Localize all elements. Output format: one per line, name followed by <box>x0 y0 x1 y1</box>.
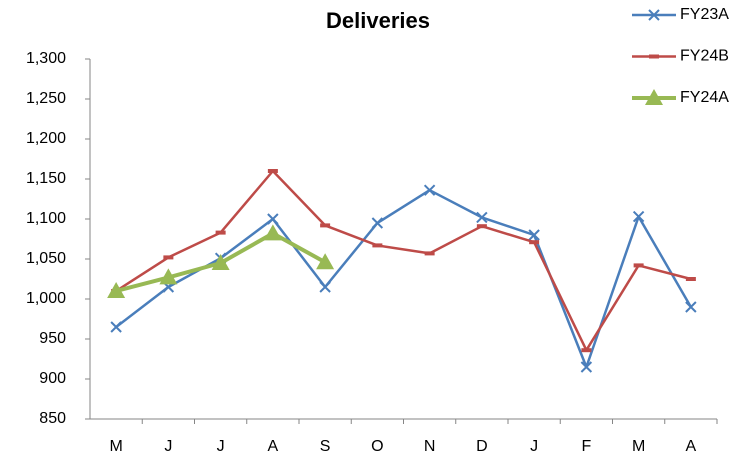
y-tick-label: 1,300 <box>26 50 66 67</box>
marker <box>580 361 593 373</box>
marker <box>319 281 331 293</box>
marker <box>215 230 226 235</box>
x-tick-label: F <box>581 438 591 455</box>
x-tick-label: N <box>424 438 436 455</box>
marker <box>633 263 644 268</box>
chart-title: Deliveries <box>326 8 430 33</box>
marker <box>423 184 436 196</box>
marker <box>476 224 487 229</box>
y-tick-label: 1,200 <box>26 130 66 147</box>
marker <box>372 243 383 248</box>
x-tick-label: J <box>530 438 538 455</box>
y-tick-label: 1,000 <box>26 290 66 307</box>
marker <box>110 321 122 333</box>
marker <box>528 229 540 241</box>
legend-label: FY24A <box>680 89 729 106</box>
marker <box>267 169 278 173</box>
x-tick-label: M <box>109 438 122 455</box>
marker <box>632 210 645 223</box>
marker <box>316 253 335 270</box>
legend-label: FY23A <box>680 6 729 23</box>
x-tick-label: A <box>268 438 279 455</box>
y-tick-label: 1,050 <box>26 250 66 267</box>
x-tick-label: J <box>217 438 225 455</box>
marker <box>159 268 178 285</box>
marker <box>529 240 540 245</box>
y-tick-label: 850 <box>39 410 66 427</box>
y-tick-label: 1,150 <box>26 170 66 187</box>
legend-marker <box>649 54 659 59</box>
y-tick-label: 900 <box>39 370 66 387</box>
marker <box>320 223 331 228</box>
series-line <box>115 169 692 352</box>
y-tick-label: 1,100 <box>26 210 66 227</box>
legend-label: FY24B <box>680 48 729 65</box>
series-line <box>115 188 692 369</box>
marker <box>211 254 230 270</box>
y-tick-label: 950 <box>39 330 66 347</box>
x-tick-label: D <box>476 438 488 455</box>
x-tick-label: O <box>371 438 383 455</box>
marker <box>424 251 435 256</box>
x-tick-label: A <box>686 438 697 455</box>
marker <box>263 224 282 241</box>
marker <box>476 211 488 224</box>
marker <box>107 282 126 298</box>
legend-marker <box>648 9 660 21</box>
marker <box>581 348 592 353</box>
marker <box>163 255 174 260</box>
x-tick-label: M <box>632 438 645 455</box>
x-tick-label: J <box>164 438 172 455</box>
marker <box>685 277 696 281</box>
y-tick-label: 1,250 <box>26 90 66 107</box>
marker <box>685 301 697 313</box>
x-tick-label: S <box>320 438 331 455</box>
legend-marker <box>645 89 663 105</box>
marker <box>371 217 384 229</box>
marker <box>267 213 279 225</box>
